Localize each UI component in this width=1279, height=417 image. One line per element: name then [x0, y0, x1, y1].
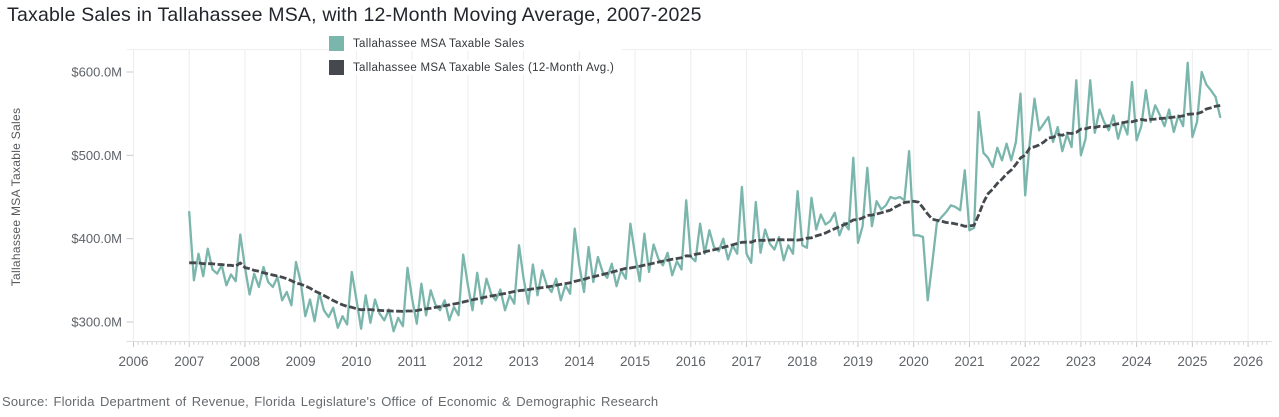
x-tick-label: 2023: [1066, 354, 1096, 369]
legend-item-taxable-sales: Tallahassee MSA Taxable Sales: [329, 36, 623, 51]
x-tick-label: 2020: [899, 354, 929, 369]
x-tick-label: 2012: [453, 354, 483, 369]
x-tick-label: 2024: [1122, 354, 1153, 369]
y-tick-label: $300.0M: [71, 314, 122, 329]
x-tick-label: 2026: [1233, 354, 1263, 369]
y-tick-label: $500.0M: [71, 148, 122, 163]
taxable-sales-line: [188, 61, 1222, 333]
chart-title: Taxable Sales in Tallahassee MSA, with 1…: [7, 4, 702, 26]
x-tick-label: 2014: [564, 354, 595, 369]
x-tick-label: 2018: [787, 354, 817, 369]
x-tick-label: 2016: [676, 354, 706, 369]
legend-label-moving-average: Tallahassee MSA Taxable Sales (12-Month …: [353, 61, 615, 74]
x-tick-label: 2007: [174, 354, 204, 369]
source-note: Source: Florida Department of Revenue, F…: [2, 394, 659, 409]
moving-average-line: [189, 104, 1221, 313]
legend-swatch-taxable-sales: [329, 36, 344, 51]
x-tick-label: 2009: [286, 354, 316, 369]
y-axis-title: Tallahassee MSA Taxable Sales: [9, 107, 23, 287]
x-tick-label: 2025: [1177, 354, 1207, 369]
x-tick-label: 2013: [509, 354, 539, 369]
x-tick-label: 2015: [620, 354, 650, 369]
y-tick-label: $400.0M: [71, 231, 122, 246]
legend-swatch-moving-average: [329, 60, 344, 75]
legend: Tallahassee MSA Taxable Sales Tallahasse…: [329, 36, 623, 75]
x-tick-label: 2022: [1010, 354, 1040, 369]
x-tick-label: 2006: [118, 354, 148, 369]
x-tick-label: 2019: [843, 354, 873, 369]
x-tick-label: 2017: [732, 354, 762, 369]
legend-label-taxable-sales: Tallahassee MSA Taxable Sales: [353, 37, 525, 50]
legend-item-moving-average: Tallahassee MSA Taxable Sales (12-Month …: [329, 60, 623, 75]
y-tick-label: $600.0M: [71, 65, 122, 80]
x-tick-label: 2011: [398, 354, 427, 369]
x-tick-label: 2010: [341, 354, 371, 369]
x-tick-label: 2008: [230, 354, 260, 369]
x-tick-label: 2021: [954, 354, 984, 369]
